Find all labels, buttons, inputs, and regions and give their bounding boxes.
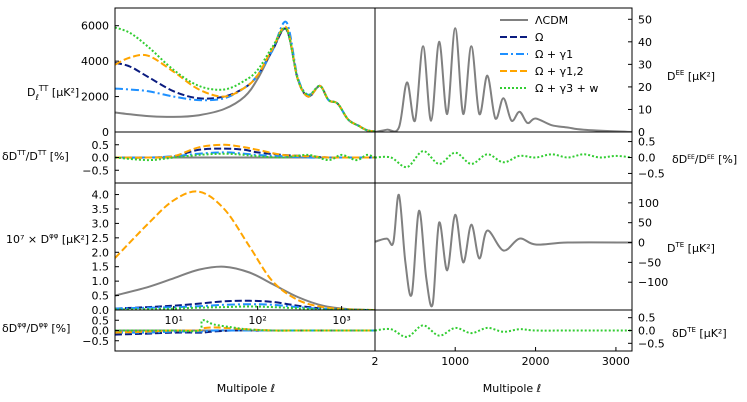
series-tt-3	[115, 25, 375, 132]
legend-label-1: Ω	[535, 31, 543, 44]
panel-tt: 0 2000 4000 6000	[81, 7, 376, 139]
ytick-label-pp-2: 1.0	[92, 275, 110, 288]
legend: ΛCDM Ω Ω + γ1 Ω + γ1,2 Ω + γ3 + w	[500, 14, 598, 95]
xtick-label-pp-2: 10³	[332, 314, 350, 327]
panel-dpp: −0.50.00.5	[82, 309, 376, 352]
legend-label-0: ΛCDM	[535, 14, 568, 27]
ytick-label-dtt-2: 0.5	[92, 139, 110, 152]
ytick-label-te-3: 50	[638, 217, 652, 230]
ytick-label-pp-6: 3.0	[92, 217, 110, 230]
ytick-label-dee-1: 0.0	[638, 152, 656, 165]
ylabel-dtt: δDTT/DTT [%]	[2, 149, 69, 163]
series-dee-0	[375, 150, 632, 169]
ylabel-dpp: δDφφ/Dφφ [%]	[2, 321, 70, 335]
ytick-label-tt-0: 0	[102, 126, 109, 139]
frame-pp	[114, 182, 376, 311]
series-ee-0	[375, 27, 632, 132]
frame-tt	[114, 7, 376, 133]
series-dtt-4	[115, 152, 375, 162]
ytick-label-ee-1: 10	[638, 103, 652, 116]
series-dpp-3	[115, 326, 375, 334]
panel-te: −100 −50 0 50 100	[374, 182, 668, 311]
ytick-label-dee-0: −0.5	[638, 167, 665, 180]
xtick-label-dte-0: 2	[372, 355, 379, 368]
ytick-label-ee-3: 30	[638, 58, 652, 71]
ytick-label-te-4: 100	[638, 197, 659, 210]
ytick-label-te-1: −50	[638, 256, 661, 269]
xtick-label-pp-0: 10¹	[164, 314, 182, 327]
ylabel-tt: DℓTT [μK²]	[27, 84, 79, 102]
panel-dte: −0.50.00.5 2 1000 2000 3000	[372, 309, 665, 368]
ytick-label-dte-1: 0.0	[638, 325, 656, 338]
ytick-label-dtt-0: −0.5	[82, 164, 109, 177]
series-te-0	[375, 193, 632, 308]
ytick-label-pp-3: 1.5	[92, 261, 110, 274]
series-pp-1	[115, 299, 375, 310]
panel-dtt: −0.50.00.5	[82, 131, 376, 184]
series-dte-0	[375, 324, 632, 338]
ytick-label-dpp-0: −0.5	[82, 335, 109, 348]
legend-label-2: Ω + γ1	[535, 48, 573, 61]
ytick-label-tt-2: 4000	[81, 55, 109, 68]
ytick-label-pp-1: 0.5	[92, 290, 110, 303]
series-tt-4	[115, 26, 375, 132]
ytick-label-dtt-1: 0.0	[92, 152, 110, 165]
ytick-label-dee-2: 0.5	[638, 136, 656, 149]
ytick-label-te-0: −100	[638, 276, 668, 289]
ytick-label-dte-0: −0.5	[638, 337, 665, 350]
panel-pp: 0.00.5 1.01.5 2.02.5 3.03.54.0 10¹ 10² 10³	[92, 182, 376, 327]
ytick-label-pp-4: 2.0	[92, 246, 110, 259]
xlabel-right: Multipole ℓ	[483, 382, 541, 395]
ytick-label-tt-3: 6000	[81, 20, 109, 33]
ytick-label-te-2: 0	[638, 237, 645, 250]
ylabel-pp: 10⁷ × Dφφ [μK²]	[6, 232, 89, 246]
ytick-label-dte-2: 0.5	[638, 312, 656, 325]
series-dtt-3	[115, 143, 375, 159]
series-pp-0	[115, 265, 375, 310]
panel-ee: 0 10 20 30 40 50	[374, 7, 652, 139]
ytick-label-pp-0: 0.0	[92, 304, 110, 317]
frame-te	[374, 182, 633, 311]
ytick-label-ee-2: 20	[638, 81, 652, 94]
ytick-label-pp-5: 2.5	[92, 232, 110, 245]
xtick-label-dte-2: 2000	[522, 355, 550, 368]
ylabel-ee: DEE [μK²]	[667, 69, 715, 83]
ytick-label-ee-4: 40	[638, 36, 652, 49]
ylabel-dee: δDEE/DEE [%]	[672, 153, 737, 166]
ytick-label-pp-7: 3.5	[92, 203, 110, 216]
series-tt-2	[115, 20, 375, 132]
xtick-label-dte-1: 1000	[441, 355, 469, 368]
ytick-label-tt-1: 2000	[81, 91, 109, 104]
ylabel-dte: δDTE [μK²]	[672, 326, 727, 340]
series-pp-3	[115, 190, 375, 310]
xtick-label-pp-1: 10²	[248, 314, 266, 327]
panel-dee: −0.5 0.0 0.5	[374, 131, 665, 184]
ytick-label-dpp-2: 0.5	[92, 314, 110, 327]
legend-label-3: Ω + γ1,2	[535, 65, 584, 78]
ytick-label-ee-0: 0	[638, 126, 645, 139]
legend-label-4: Ω + γ3 + w	[535, 82, 598, 95]
xlabel-left: Multipole ℓ	[217, 382, 275, 395]
frame-dee	[374, 131, 633, 184]
ylabel-te: DTE [μK²]	[667, 241, 715, 255]
ytick-label-ee-5: 50	[638, 13, 652, 26]
ytick-label-pp-8: 4.0	[92, 189, 110, 202]
ytick-label-dpp-1: 0.0	[92, 325, 110, 338]
xtick-label-dte-3: 3000	[602, 355, 630, 368]
